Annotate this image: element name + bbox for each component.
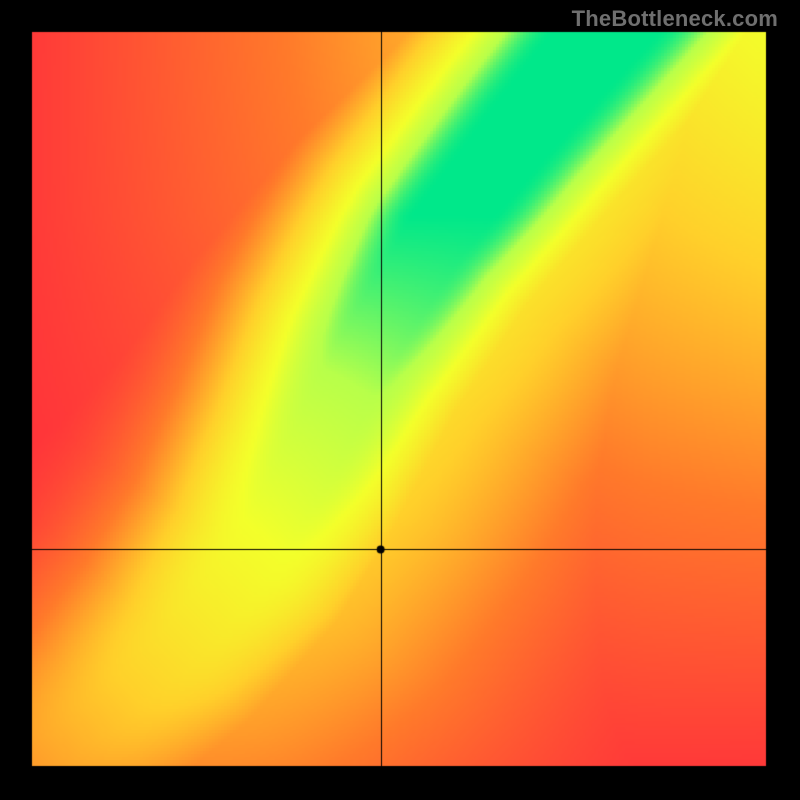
chart-stage: TheBottleneck.com <box>0 0 800 800</box>
heatmap-canvas <box>0 0 800 800</box>
watermark-text: TheBottleneck.com <box>572 6 778 32</box>
